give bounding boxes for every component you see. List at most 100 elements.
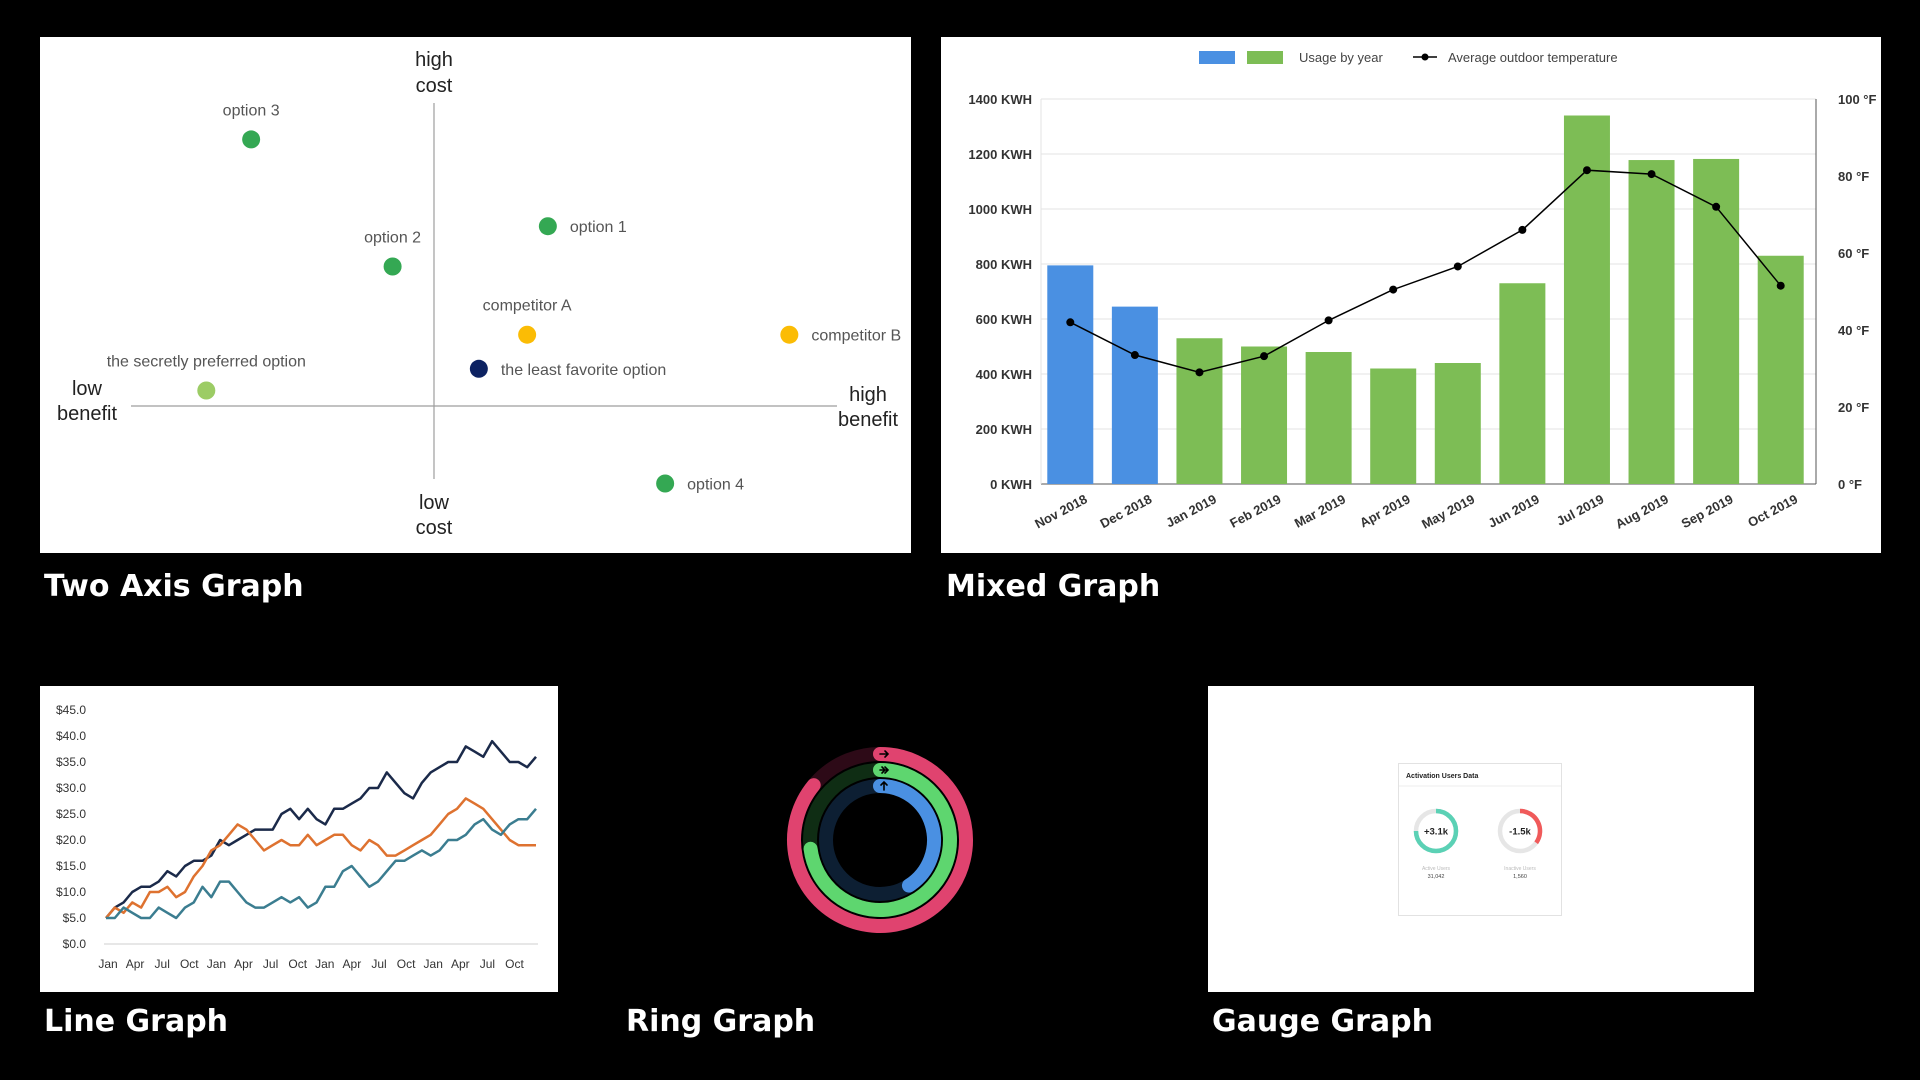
bar-oct-2019 xyxy=(1757,255,1804,484)
mixed-chart: 0 KWH 200 KWH 400 KWH 600 KWH 800 KWH 1000 KW… xyxy=(968,50,1876,532)
axis-label-bottom: low xyxy=(419,492,450,514)
temperature-point-may-2019 xyxy=(1453,262,1462,271)
gauge-card xyxy=(1398,763,1562,916)
axis-label-right: benefit xyxy=(838,409,898,431)
temperature-point-jun-2019 xyxy=(1518,225,1527,234)
line-panel: $0.0 $5.0 $10.0 $15.0 $20.0 $25.0 $30.0 $35.0 $4… xyxy=(40,686,558,992)
x-tick-label: Oct xyxy=(288,957,307,971)
x-tick-label: Apr xyxy=(451,957,470,971)
legend-label-temperature: Average outdoor temperature xyxy=(1448,50,1618,65)
x-tick-label: Dec 2018 xyxy=(1097,491,1154,531)
legend-swatch-blue xyxy=(1199,51,1235,64)
x-tick-label: Apr xyxy=(126,957,145,971)
axis-label-top: high xyxy=(415,49,453,71)
legend-label-usage: Usage by year xyxy=(1299,50,1383,65)
point-option-3 xyxy=(242,130,261,149)
y-tick-label: $10.0 xyxy=(56,885,86,899)
axis-label-bottom: cost xyxy=(416,517,453,539)
bar-jan-2019 xyxy=(1176,338,1223,484)
x-tick-label: Jan xyxy=(207,957,226,971)
y-tick-label: $40.0 xyxy=(56,729,86,743)
x-tick-label: Oct 2019 xyxy=(1745,491,1800,530)
y2-tick-label: 20 °F xyxy=(1838,400,1869,415)
two-axis-caption: Two Axis Graph xyxy=(44,569,304,604)
y-tick-label: $20.0 xyxy=(56,833,86,847)
x-tick-label: May 2019 xyxy=(1419,491,1477,531)
temperature-point-nov-2018 xyxy=(1066,318,1075,327)
y2-tick-label: 40 °F xyxy=(1838,323,1869,338)
bar-nov-2018 xyxy=(1047,265,1094,484)
x-tick-label: Apr xyxy=(234,957,253,971)
series-line-2 xyxy=(105,797,536,919)
point-label-option-2: option 2 xyxy=(364,230,421,247)
point-the-secretly-preferred-option xyxy=(197,381,216,400)
gauge-chart: Activation Users Data +3.1k Active Users 31… xyxy=(1398,763,1562,916)
temperature-point-aug-2019 xyxy=(1647,170,1656,179)
temperature-point-jan-2019 xyxy=(1195,368,1204,377)
x-tick-label: Sep 2019 xyxy=(1679,491,1736,531)
double-arrow-right-icon xyxy=(879,766,890,774)
x-tick-label: Jan 2019 xyxy=(1163,491,1219,530)
point-option-2 xyxy=(383,257,402,276)
point-label-the-least-favorite-option: the least favorite option xyxy=(501,362,666,379)
bar-sep-2019 xyxy=(1693,158,1740,484)
point-competitor-a xyxy=(518,325,537,344)
ring-arc-2 xyxy=(803,763,957,917)
temperature-point-feb-2019 xyxy=(1260,352,1269,361)
bar-feb-2019 xyxy=(1241,346,1288,484)
gauge-arc-2 xyxy=(1519,808,1543,845)
line-chart: $0.0 $5.0 $10.0 $15.0 $20.0 $25.0 $30.0 $35.0 $4… xyxy=(56,703,538,971)
bar-apr-2019 xyxy=(1370,368,1417,484)
x-tick-label: Apr 2019 xyxy=(1357,491,1413,530)
axis-label-top: cost xyxy=(416,75,453,97)
legend-swatch-green xyxy=(1247,51,1283,64)
bar-aug-2019 xyxy=(1628,160,1675,485)
axis-label-left: low xyxy=(72,378,103,400)
gauge-arc-1 xyxy=(1413,808,1459,854)
bar-jun-2019 xyxy=(1499,283,1546,484)
x-tick-label: Jul xyxy=(155,957,170,971)
point-label-the-secretly-preferred-option: the secretly preferred option xyxy=(107,354,306,371)
y-tick-label: $5.0 xyxy=(63,911,87,925)
temperature-point-jul-2019 xyxy=(1582,166,1591,175)
two-axis-chart: high cost low cost low benefit high benefit opti… xyxy=(57,49,901,539)
series-line-1 xyxy=(105,739,537,919)
y-tick-label: 1200 KWH xyxy=(968,147,1032,162)
axis-label-left: benefit xyxy=(57,403,117,425)
x-tick-label: Jul xyxy=(371,957,386,971)
point-label-option-1: option 1 xyxy=(570,219,627,236)
temperature-point-sep-2019 xyxy=(1712,202,1721,211)
y-tick-label: $15.0 xyxy=(56,859,86,873)
temperature-line xyxy=(1069,169,1782,374)
x-tick-label: Feb 2019 xyxy=(1227,491,1283,530)
gauge-label-1: Active Users xyxy=(1422,866,1451,872)
y-tick-label: $25.0 xyxy=(56,807,86,821)
legend-line-marker xyxy=(1421,53,1429,61)
y2-tick-label: 0 °F xyxy=(1838,477,1862,492)
bar-jul-2019 xyxy=(1563,115,1610,484)
y-tick-label: 800 KWH xyxy=(976,257,1032,272)
y-tick-label: 200 KWH xyxy=(976,422,1032,437)
x-tick-label: Oct xyxy=(180,957,199,971)
x-tick-label: Jun 2019 xyxy=(1486,491,1542,530)
bar-dec-2018 xyxy=(1111,306,1158,484)
mixed-caption: Mixed Graph xyxy=(946,569,1161,604)
y-tick-label: 1000 KWH xyxy=(968,202,1032,217)
two-axis-panel: high cost low cost low benefit high benefit opti… xyxy=(40,37,911,553)
x-tick-label: Aug 2019 xyxy=(1613,491,1671,531)
temperature-point-apr-2019 xyxy=(1389,285,1398,294)
point-label-option-4: option 4 xyxy=(687,477,744,494)
x-tick-label: Jul 2019 xyxy=(1554,491,1606,528)
ring-caption: Ring Graph xyxy=(626,1004,816,1039)
arrow-up-icon xyxy=(880,780,888,791)
ring-arc-1 xyxy=(787,747,973,933)
temperature-point-dec-2018 xyxy=(1130,351,1139,360)
gauge-card-title: Activation Users Data xyxy=(1406,773,1478,780)
point-label-competitor-b: competitor B xyxy=(811,328,901,345)
y-tick-label: 1400 KWH xyxy=(968,92,1032,107)
x-tick-label: Mar 2019 xyxy=(1292,491,1348,530)
line-caption: Line Graph xyxy=(44,1004,229,1039)
series-line-3 xyxy=(106,807,537,920)
point-option-4 xyxy=(656,474,675,493)
y-tick-label: 600 KWH xyxy=(976,312,1032,327)
